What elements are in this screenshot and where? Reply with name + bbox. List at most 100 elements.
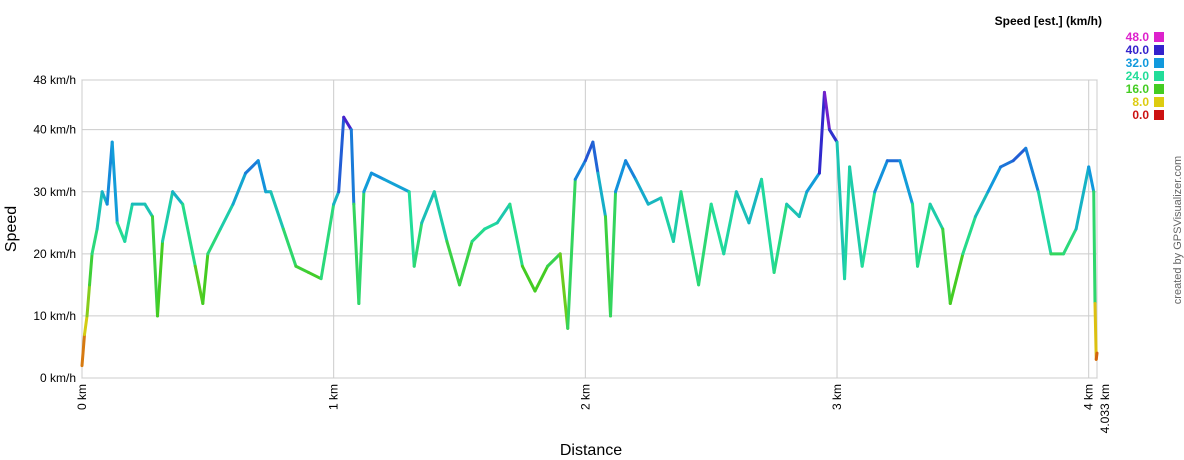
legend-swatch <box>1154 32 1164 42</box>
y-tick-label: 20 km/h <box>33 247 76 261</box>
speed-segment <box>679 190 701 287</box>
speed-segment <box>412 221 424 268</box>
speed-segment <box>734 190 751 225</box>
speed-segment <box>835 140 847 281</box>
speed-segment <box>961 215 977 256</box>
speed-segment <box>817 90 826 175</box>
speed-segment <box>458 239 474 287</box>
speed-segment <box>873 159 889 194</box>
legend-swatch <box>1154 71 1164 81</box>
x-tick-label: 0 km <box>75 384 89 410</box>
speed-segment <box>533 264 550 293</box>
speed-segment <box>332 190 341 206</box>
speed-segment <box>1087 165 1096 194</box>
speed-segment <box>805 171 821 194</box>
legend-swatch <box>1154 84 1164 94</box>
speed-segment <box>294 264 311 274</box>
speed-segment <box>928 202 945 231</box>
speed-segment <box>760 177 776 274</box>
y-tick-label: 48 km/h <box>33 73 76 87</box>
speed-segment <box>566 177 577 330</box>
speed-segment <box>772 202 789 274</box>
speed-segment <box>123 202 134 243</box>
speed-segment <box>583 140 595 163</box>
x-tick-label: 2 km <box>578 384 592 410</box>
speed-segment <box>1062 227 1078 256</box>
legend-label: 48.0 <box>1126 30 1150 44</box>
legend-label: 40.0 <box>1126 43 1150 57</box>
speed-segment <box>269 190 285 231</box>
speed-segment <box>218 202 235 231</box>
speed-segment <box>337 115 346 194</box>
speed-segment <box>1036 190 1053 256</box>
speed-segment <box>201 252 210 305</box>
speed-segment <box>90 227 99 256</box>
speed-segment <box>83 314 89 337</box>
speed-segment <box>986 165 1003 194</box>
speed-segment <box>624 159 638 181</box>
speed-segment <box>95 190 104 231</box>
speed-segment <box>349 128 356 206</box>
speed-segment <box>143 202 154 219</box>
speed-segment <box>256 159 268 194</box>
speed-segment <box>603 215 613 318</box>
speed-segment <box>244 159 260 175</box>
speed-segment <box>1024 146 1040 194</box>
x-tick-label: 4.033 km <box>1098 384 1112 433</box>
speed-segment <box>646 196 663 206</box>
speed-segment <box>470 227 487 243</box>
speed-segment <box>948 252 965 305</box>
y-tick-label: 10 km/h <box>33 309 76 323</box>
speed-segment <box>609 190 618 318</box>
speed-segment <box>520 264 537 293</box>
speed-segment <box>747 177 764 225</box>
speed-segment <box>407 190 416 268</box>
y-axis-label: Speed <box>3 206 20 252</box>
legend-swatch <box>1154 110 1164 120</box>
speed-segment <box>1093 302 1098 361</box>
speed-segment <box>342 115 353 132</box>
speed-segment <box>898 159 915 206</box>
legend-label: 16.0 <box>1126 82 1150 96</box>
speed-segment <box>634 177 650 206</box>
speed-segment <box>614 159 628 194</box>
speed-segment <box>558 252 570 330</box>
speed-segment <box>916 202 932 268</box>
speed-segment <box>150 215 160 318</box>
speed-segment <box>181 202 197 268</box>
speed-segment <box>843 165 852 281</box>
legend-label: 0.0 <box>1132 108 1149 122</box>
legend-label: 8.0 <box>1132 95 1149 109</box>
speed-segment <box>420 190 436 225</box>
speed-segment <box>671 190 683 243</box>
speed-segment <box>231 171 248 206</box>
plot-frame <box>81 79 1098 379</box>
speed-segment <box>1074 165 1091 231</box>
speed-segment <box>1094 351 1099 361</box>
speed-segment <box>941 227 952 305</box>
speed-segment <box>848 165 864 268</box>
speed-segment <box>1011 146 1028 163</box>
speed-segment <box>973 190 990 219</box>
legend-title: Speed [est.] (km/h) <box>995 14 1102 28</box>
credit: created by GPSVisualizer.com <box>1172 156 1184 304</box>
speed-segment <box>508 202 524 268</box>
speed-segment <box>1092 190 1097 305</box>
x-tick-label: 1 km <box>327 384 341 410</box>
speed-segment <box>432 190 449 243</box>
speed-segment <box>596 171 607 219</box>
speed-segment <box>999 159 1015 169</box>
legend-swatch <box>1154 45 1164 55</box>
speed-segment <box>785 202 801 219</box>
speed-segment <box>319 202 336 281</box>
legend-swatch <box>1154 58 1164 68</box>
speed-segment <box>115 221 127 243</box>
speed-segment <box>860 190 877 268</box>
y-tick-label: 40 km/h <box>33 123 76 137</box>
y-tick-label: 0 km/h <box>40 371 76 385</box>
speed-segment <box>85 283 92 318</box>
speed-segment <box>369 171 386 181</box>
legend-label: 32.0 <box>1126 56 1150 70</box>
speed-segment <box>822 90 831 132</box>
